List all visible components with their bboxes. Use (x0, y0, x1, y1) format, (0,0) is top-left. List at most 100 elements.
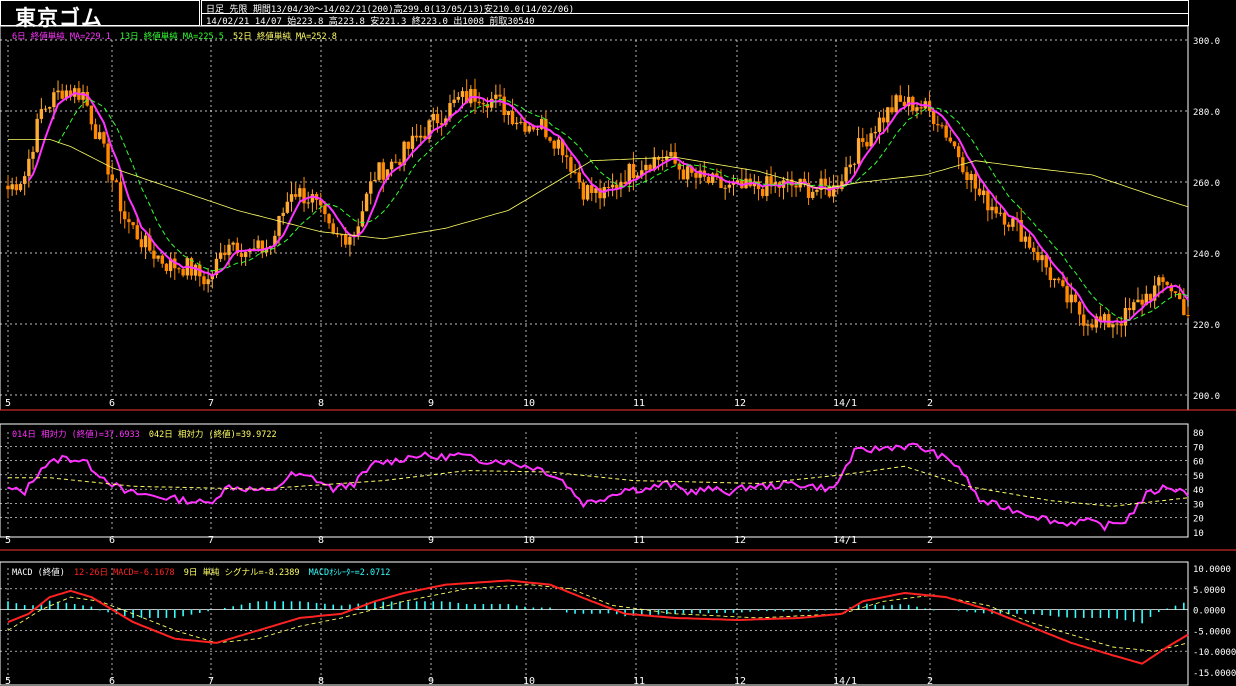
candle-body (398, 161, 402, 166)
candle-body (369, 181, 373, 194)
month-label: 11 (633, 398, 645, 409)
candle-body (1123, 307, 1128, 326)
candle-body (223, 252, 227, 256)
candle-body (373, 179, 377, 182)
candle-body (977, 188, 982, 196)
candle-body (114, 180, 119, 183)
candle-body (135, 225, 139, 240)
price-panel[interactable] (6, 78, 1190, 339)
candle-body (364, 193, 369, 212)
candle-body (1069, 294, 1073, 303)
candle-body (1177, 292, 1182, 300)
price-info-box: 日足 先限 期間13/04/30～14/02/21(200)高299.0(13/… (201, 0, 1189, 27)
instrument-title: 東京ゴム (15, 6, 103, 30)
candle-body (1152, 285, 1157, 301)
candle-body (339, 234, 344, 236)
month-label: 2 (927, 676, 933, 686)
candle-body (160, 255, 164, 264)
macd-tick-label: 10.0000 (1193, 565, 1231, 575)
candle-body (986, 190, 990, 211)
month-label: 14/1 (833, 398, 857, 409)
price-tick-label: 300.0 (1193, 37, 1220, 47)
ma6-line (27, 91, 1189, 324)
candle-body (823, 178, 827, 186)
candle-body (289, 194, 294, 202)
candle-body (435, 113, 440, 124)
candle-body (1048, 267, 1053, 281)
candle-body (756, 181, 761, 189)
candle-body (402, 141, 406, 166)
candle-body (43, 108, 48, 110)
candle-body (335, 233, 340, 235)
candle-body (731, 182, 736, 185)
candle-body (856, 138, 861, 164)
rsi42-line (8, 465, 1189, 507)
candle-body (685, 166, 690, 180)
macd-tick-label: 0.0000 (1193, 607, 1226, 617)
candle-body (627, 163, 631, 184)
rsi14-line (7, 442, 1189, 532)
candle-body (156, 255, 160, 259)
candle-body (10, 184, 14, 190)
month-label: 6 (109, 676, 115, 686)
candle-body (1040, 255, 1044, 261)
candle-body (556, 139, 561, 149)
candle-body (152, 250, 156, 259)
candle-body (56, 90, 60, 93)
candle-body (548, 137, 552, 141)
price-tick-label: 240.0 (1193, 250, 1220, 260)
candle-body (239, 253, 244, 257)
candle-body (473, 89, 477, 102)
candle-body (456, 96, 461, 100)
month-label: 11 (633, 676, 645, 686)
candle-body (719, 176, 723, 189)
candle-body (886, 107, 890, 123)
grid-lines (0, 25, 1236, 686)
candle-body (256, 240, 260, 249)
candle-body (656, 157, 661, 160)
month-label: 10 (523, 676, 535, 686)
candle-body (1173, 291, 1178, 293)
month-label: 10 (523, 398, 535, 409)
candle-body (669, 152, 673, 157)
candle-body (252, 248, 256, 250)
price-tick-label: 200.0 (1193, 392, 1220, 402)
rsi-tick-label: 40 (1193, 486, 1204, 496)
candle-body (1086, 324, 1090, 326)
macd-panel[interactable] (7, 579, 1189, 665)
candle-body (786, 179, 790, 181)
candle-body (610, 184, 615, 188)
month-label: 6 (109, 398, 115, 409)
rsi-tick-label: 80 (1193, 429, 1204, 439)
candle-body (760, 188, 765, 197)
candle-body (489, 98, 494, 108)
candle-body (861, 138, 865, 142)
candle-body (590, 185, 594, 193)
candle-body (481, 103, 486, 105)
osc-legend: MACDｵｼﾚｰﾀｰ=2.0712 (308, 568, 391, 578)
candle-body (327, 214, 331, 224)
candle-body (873, 131, 877, 134)
candle-body (919, 107, 923, 109)
month-label: 9 (428, 676, 434, 686)
candle-body (431, 113, 436, 121)
candle-body (377, 162, 381, 180)
candle-body (85, 91, 89, 106)
candle-body (956, 146, 961, 158)
candle-body (681, 169, 686, 180)
rsi-panel[interactable] (7, 442, 1189, 532)
candle-body (848, 164, 852, 168)
candle-body (460, 91, 465, 97)
candle-body (973, 174, 978, 189)
month-label: 14/1 (833, 535, 857, 546)
candle-body (806, 182, 811, 198)
month-label: 7 (208, 676, 214, 686)
rsi-tick-label: 50 (1193, 472, 1204, 482)
candle-body (585, 185, 590, 200)
candle-body (1144, 293, 1149, 305)
month-label: 2 (927, 398, 933, 409)
candle-body (394, 161, 398, 163)
candle-body (1077, 301, 1082, 315)
candle-body (206, 279, 210, 285)
candle-body (106, 143, 110, 175)
